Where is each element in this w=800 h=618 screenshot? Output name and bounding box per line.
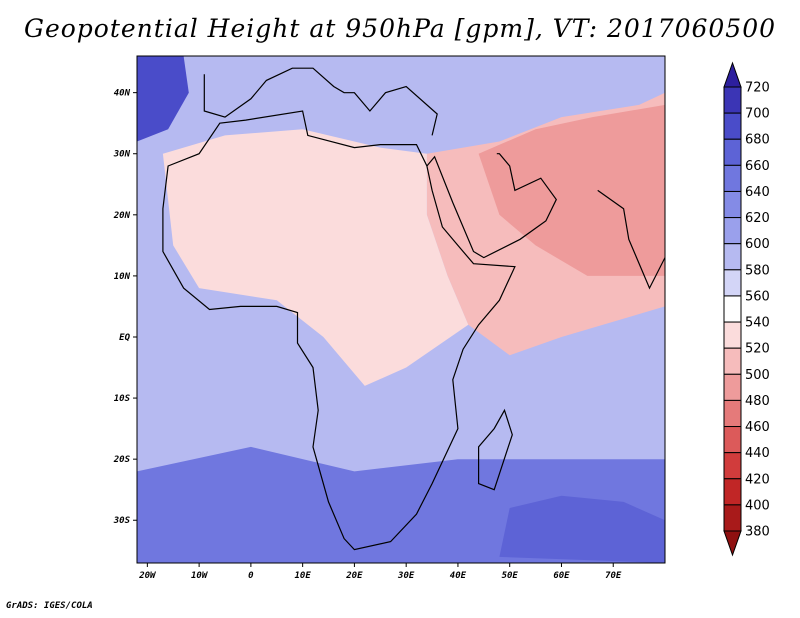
lon-tick-label: 40E (450, 571, 467, 581)
colorbar-box (723, 217, 742, 245)
colorbar-box (723, 269, 742, 297)
colorbar-label: 640 (745, 185, 770, 200)
credit-text: GrADS: IGES/COLA (6, 601, 93, 611)
field-region-azores-high (137, 56, 189, 142)
colorbar-box (723, 478, 742, 506)
colorbar-label: 620 (745, 211, 770, 226)
lat-tick-label: 40N (114, 89, 131, 99)
lat-tick-label: 20S (113, 455, 131, 465)
lon-tick-label: 60E (553, 571, 570, 581)
coastline-layer (162, 67, 665, 551)
colorbar-box (723, 243, 742, 271)
coast-arabia (426, 153, 557, 259)
coast-africa (162, 110, 516, 551)
colorbar-box (723, 295, 742, 323)
colorbar-top-triangle (723, 61, 742, 88)
lon-tick-label: 10W (191, 571, 209, 581)
colorbar-label: 440 (745, 446, 770, 461)
colorbar-label: 700 (745, 107, 770, 122)
lon-tick-label: 20W (138, 571, 157, 581)
colorbar-label: 560 (745, 289, 770, 304)
chart-title: Geopotential Height at 950hPa [gpm], VT:… (23, 14, 777, 43)
colorbar-label: 720 (745, 81, 770, 96)
lon-tick-label: 70E (605, 571, 622, 581)
colorbar-label: 400 (745, 498, 770, 513)
colorbar-box (723, 86, 742, 114)
colorbar-box (723, 373, 742, 401)
colorbar-label: 680 (745, 133, 770, 148)
lon-tick-label: 20E (345, 571, 363, 581)
colorbar-label: 540 (745, 316, 770, 331)
lat-tick-label: 10S (114, 394, 131, 404)
lat-tick-label: 20N (113, 211, 131, 221)
coast-madagascar (478, 408, 513, 491)
field-region-southern-ocean-deep (499, 495, 665, 563)
colorbar-box (723, 190, 742, 219)
tick-layer: 20W 10W 0 10E 20E 30E 40E 50E 60E 70E 40N 30N 20N 10N… (113, 89, 622, 581)
lon-tick-label: 30E (397, 571, 415, 581)
colorbar-label: 380 (745, 525, 770, 540)
lat-tick-label: 10N (114, 272, 131, 282)
colorbar-box (723, 452, 742, 480)
coast-europe (203, 67, 438, 136)
colorbar-label: 500 (745, 368, 770, 383)
colorbar-box (723, 504, 742, 532)
field-region-east-of-arabia (478, 104, 665, 276)
colorbar-label: 660 (745, 159, 770, 174)
colorbar-label: 580 (745, 263, 770, 278)
colorbar-box (723, 321, 742, 349)
colorbar-box (723, 138, 742, 166)
coast-india (597, 189, 665, 290)
colorbar-box (723, 347, 742, 375)
lat-tick-label: 30N (113, 150, 131, 160)
lat-tick-label: 30S (113, 516, 131, 526)
colorbar-box (723, 164, 742, 192)
colorbar-label: 520 (745, 342, 770, 357)
colorbar-label: 600 (745, 237, 770, 252)
colorbar-label: 460 (745, 420, 770, 435)
colorbar-box (723, 426, 742, 454)
lon-tick-label: 50E (502, 571, 519, 581)
lon-tick-label: 10E (295, 571, 312, 581)
colorbar-label: 480 (745, 394, 770, 409)
field-layer (137, 56, 665, 563)
lon-tick-label: 0 (248, 571, 254, 581)
colorbar-box (723, 399, 742, 428)
colorbar-bottom-triangle (723, 530, 742, 557)
colorbar: 720 700 680 660 640 620 600 580 560 540 520 500 480 4… (723, 61, 770, 557)
colorbar-box (723, 112, 742, 140)
plot-frame (136, 55, 666, 564)
colorbar-label: 420 (745, 472, 770, 487)
field-region-north-africa-pink (162, 129, 469, 386)
lat-tick-label: EQ (119, 333, 130, 343)
